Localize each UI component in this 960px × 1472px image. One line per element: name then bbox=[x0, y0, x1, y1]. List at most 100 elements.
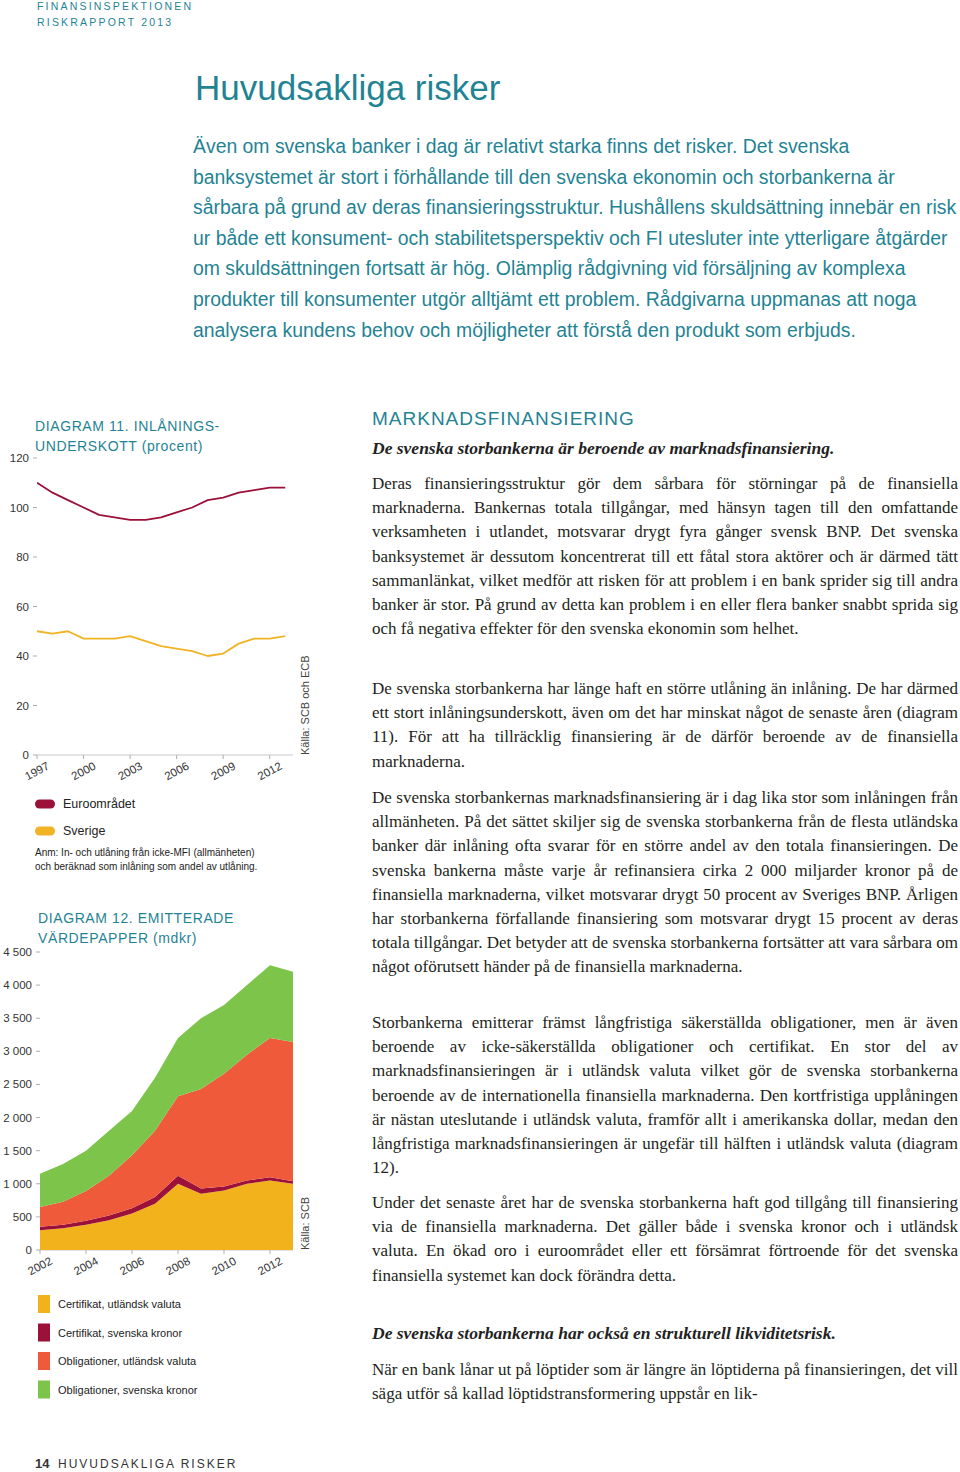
x-tick-label: 2003 bbox=[116, 760, 144, 783]
y-tick bbox=[33, 705, 37, 706]
paragraph: Storbankerna emitterar främst långfristi… bbox=[372, 1011, 958, 1180]
x-tick bbox=[178, 1250, 179, 1254]
legend-label: Obligationer, svenska kronor bbox=[58, 1384, 198, 1396]
chart-title-line: DIAGRAM 12. EMITTERADE bbox=[38, 910, 234, 926]
legend-swatch bbox=[38, 1381, 50, 1399]
y-tick bbox=[33, 557, 37, 558]
source: Källa: SCB bbox=[299, 1197, 311, 1250]
y-tick-label: 100 bbox=[10, 502, 29, 514]
x-tick-label: 2000 bbox=[69, 760, 97, 783]
paragraph: Deras finansieringsstruktur gör dem sårb… bbox=[372, 472, 958, 641]
y-tick-label: 3 000 bbox=[3, 1045, 32, 1057]
paragraph: De svenska storbankerna har länge haft e… bbox=[372, 677, 958, 774]
line-series bbox=[37, 631, 285, 656]
y-tick bbox=[36, 1183, 40, 1184]
y-tick bbox=[36, 1084, 40, 1085]
paragraph: Under det senaste året har de svenska st… bbox=[372, 1191, 958, 1288]
legend-swatch bbox=[35, 800, 55, 809]
chart-title-line: DIAGRAM 11. INLÅNINGS- bbox=[35, 418, 220, 434]
legend-label: Obligationer, utländsk valuta bbox=[58, 1355, 197, 1367]
x-tick-label: 2010 bbox=[210, 1255, 238, 1278]
y-tick bbox=[36, 952, 40, 953]
y-tick bbox=[33, 458, 37, 459]
chart-note-line: Anm: In- och utlåning från icke-MFI (all… bbox=[35, 847, 255, 858]
legend-swatch bbox=[35, 827, 55, 836]
y-tick-label: 2 500 bbox=[3, 1078, 32, 1090]
x-tick bbox=[83, 755, 84, 759]
chart-title: DIAGRAM 12. EMITTERADE VÄRDEPAPPER (mdkr) bbox=[38, 910, 234, 946]
area-series bbox=[40, 965, 293, 1207]
y-tick bbox=[33, 755, 37, 756]
subheading: De svenska storbankerna har också en str… bbox=[372, 1323, 960, 1344]
y-tick-label: 120 bbox=[10, 452, 29, 464]
x-tick-label: 2004 bbox=[72, 1254, 101, 1277]
section-heading: MARKNADSFINANSIERING bbox=[372, 408, 635, 430]
x-tick bbox=[269, 755, 270, 759]
y-tick-label: 4 500 bbox=[3, 946, 32, 958]
x-axis bbox=[37, 755, 293, 756]
paragraph: När en bank lånar ut på löptider som är … bbox=[372, 1358, 958, 1406]
legend-swatch bbox=[38, 1295, 50, 1313]
y-tick-label: 20 bbox=[16, 700, 29, 712]
chart-title: DIAGRAM 11. INLÅNINGS- UNDERSKOTT (procen… bbox=[35, 418, 220, 454]
intro: Även om svenska banker i dag är relativt… bbox=[193, 131, 958, 345]
y-tick bbox=[36, 1117, 40, 1118]
y-tick bbox=[36, 1150, 40, 1151]
y-tick-label: 0 bbox=[26, 1244, 32, 1256]
x-tick-label: 2012 bbox=[256, 760, 284, 783]
line-series bbox=[37, 483, 285, 520]
x-tick bbox=[132, 1250, 133, 1254]
x-tick bbox=[130, 755, 131, 759]
y-tick bbox=[36, 1250, 40, 1251]
source: Källa: SCB och ECB bbox=[299, 655, 311, 755]
legend-label: Certifikat, utländsk valuta bbox=[58, 1298, 182, 1310]
y-tick-label: 40 bbox=[16, 650, 29, 662]
y-tick-label: 3 500 bbox=[3, 1012, 32, 1024]
header-org: FINANSINSPEKTIONEN bbox=[37, 0, 193, 12]
chart-title-line: VÄRDEPAPPER (mdkr) bbox=[38, 930, 197, 946]
page-title: Huvudsakliga risker bbox=[195, 68, 500, 108]
y-tick bbox=[36, 985, 40, 986]
x-tick-label: 2006 bbox=[163, 760, 191, 783]
y-tick bbox=[33, 606, 37, 607]
plot-area bbox=[37, 483, 285, 656]
y-tick-label: 1 500 bbox=[3, 1145, 32, 1157]
x-tick-label: 2002 bbox=[26, 1255, 54, 1278]
chart-note-line: och beräknad som inlåning som andel av u… bbox=[35, 861, 257, 872]
y-tick-label: 60 bbox=[16, 601, 29, 613]
y-tick-label: 500 bbox=[13, 1211, 32, 1223]
x-tick-label: 2008 bbox=[164, 1255, 192, 1278]
x-tick-label: 1997 bbox=[23, 760, 51, 783]
subheading: De svenska storbankerna är beroende av m… bbox=[372, 438, 960, 459]
x-tick bbox=[86, 1250, 87, 1254]
y-tick bbox=[36, 1018, 40, 1019]
chart-title-line: UNDERSKOTT (procent) bbox=[35, 438, 203, 454]
legend-swatch bbox=[38, 1352, 50, 1370]
x-tick bbox=[223, 755, 224, 759]
y-tick bbox=[33, 507, 37, 508]
footer-section: HUVUDSAKLIGA RISKER bbox=[58, 1457, 237, 1471]
page-number: 14 bbox=[35, 1456, 49, 1471]
y-tick-label: 80 bbox=[16, 551, 29, 563]
chart-note: Anm: In- och utlåning från icke-MFI (all… bbox=[35, 847, 257, 872]
y-tick bbox=[36, 1051, 40, 1052]
plot-area bbox=[40, 965, 293, 1250]
legend-swatch bbox=[38, 1324, 50, 1342]
x-tick bbox=[37, 755, 38, 759]
legend-label: Euroområdet bbox=[63, 797, 136, 811]
paragraph: De svenska storbankernas marknadsfinansi… bbox=[372, 786, 958, 980]
x-tick-label: 2009 bbox=[209, 760, 237, 783]
x-tick-label: 2006 bbox=[118, 1255, 146, 1278]
legend-label: Sverige bbox=[63, 824, 105, 838]
y-tick bbox=[33, 656, 37, 657]
y-tick bbox=[36, 1216, 40, 1217]
y-tick-label: 1 000 bbox=[3, 1178, 32, 1190]
x-tick bbox=[224, 1250, 225, 1254]
y-tick-label: 2 000 bbox=[3, 1112, 32, 1124]
y-tick-label: 4 000 bbox=[3, 979, 32, 991]
x-tick bbox=[40, 1250, 41, 1254]
header-report: RISKRAPPORT 2013 bbox=[37, 16, 173, 28]
x-tick bbox=[270, 1250, 271, 1254]
x-tick bbox=[176, 755, 177, 759]
x-tick-label: 2012 bbox=[256, 1255, 284, 1278]
